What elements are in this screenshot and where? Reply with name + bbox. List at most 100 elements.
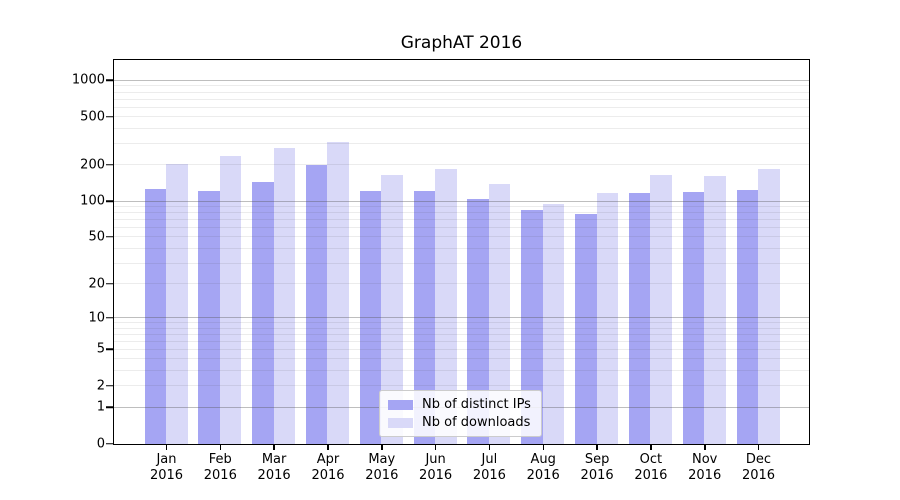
x-tick-month: May <box>368 452 396 467</box>
x-tick-month: Nov <box>692 452 718 467</box>
y-tick-label-1000: 1000 <box>71 72 105 88</box>
x-tick-label-jul: Jul 2016 <box>459 452 519 484</box>
x-tick-mark-apr <box>327 445 329 450</box>
bar-downloads-apr <box>327 142 349 444</box>
bar-distinct-ips-jul <box>467 199 489 444</box>
minor-gridline-y-20 <box>114 283 809 284</box>
minor-gridline-y-900 <box>114 85 809 87</box>
y-tick-mark-100 <box>106 200 113 202</box>
x-tick-month: Jun <box>425 452 446 467</box>
bar-downloads-may <box>381 175 403 444</box>
bar-downloads-sep <box>596 193 619 444</box>
y-tick-label-1: 1 <box>96 399 105 415</box>
x-tick-mark-may <box>381 445 383 450</box>
x-tick-mark-jun <box>434 445 437 450</box>
x-tick-month: Jan <box>156 452 177 467</box>
minor-gridline-y-8 <box>114 327 809 329</box>
plot-area: Nb of distinct IPs Nb of downloads <box>113 59 810 445</box>
minor-gridline-y-4 <box>114 358 809 360</box>
minor-gridline-y-5 <box>114 348 809 350</box>
y-tick-mark-200 <box>106 164 113 166</box>
x-tick-month: Feb <box>208 452 232 467</box>
minor-gridline-y-40 <box>114 247 809 249</box>
x-tick-mark-mar <box>273 445 275 450</box>
y-tick-mark-1000 <box>106 79 113 82</box>
bar-distinct-ips-oct <box>628 192 651 444</box>
bar-downloads-jun <box>435 168 457 444</box>
y-tick-mark-500 <box>106 116 113 118</box>
y-tick-mark-5 <box>106 348 113 351</box>
minor-gridline-y-90 <box>114 205 809 207</box>
minor-gridline-y-400 <box>114 128 809 129</box>
x-tick-label-jan: Jan 2016 <box>137 452 197 484</box>
bar-downloads-dec <box>758 168 780 444</box>
x-tick-year: 2016 <box>149 468 184 483</box>
x-tick-month: Jul <box>481 452 498 467</box>
bar-distinct-ips-jan <box>144 189 166 444</box>
y-tick-mark-2 <box>106 385 113 387</box>
x-tick-label-oct: Oct 2016 <box>621 452 681 484</box>
plot-inner: Nb of distinct IPs Nb of downloads <box>114 60 809 444</box>
x-tick-month: Aug <box>530 452 556 467</box>
x-tick-year: 2016 <box>580 468 614 483</box>
y-tick-label-2: 2 <box>96 378 105 394</box>
minor-gridline-y-6 <box>114 340 809 342</box>
y-tick-mark-0 <box>106 442 113 445</box>
minor-gridline-y-30 <box>114 262 809 264</box>
y-tick-mark-10 <box>106 316 113 319</box>
minor-gridline-y-9 <box>114 322 809 323</box>
legend-swatch-downloads-icon <box>388 417 413 428</box>
bar-distinct-ips-sep <box>575 214 597 444</box>
major-gridline-y-10 <box>114 317 809 318</box>
x-tick-month: Mar <box>261 452 287 467</box>
x-tick-year: 2016 <box>203 468 237 483</box>
minor-gridline-y-2 <box>114 385 809 387</box>
y-tick-label-5: 5 <box>96 341 105 357</box>
y-tick-label-50: 50 <box>88 229 105 245</box>
minor-gridline-y-7 <box>114 333 809 335</box>
bar-distinct-ips-mar <box>252 182 274 444</box>
y-tick-label-200: 200 <box>80 157 105 173</box>
y-tick-label-100: 100 <box>80 193 105 209</box>
minor-gridline-y-600 <box>114 106 809 108</box>
x-tick-year: 2016 <box>688 468 722 483</box>
x-tick-year: 2016 <box>311 468 345 483</box>
y-tick-mark-1 <box>106 406 113 408</box>
minor-gridline-y-50 <box>114 236 809 238</box>
minor-gridline-y-80 <box>114 212 809 213</box>
x-tick-month: Sep <box>584 452 610 467</box>
x-tick-mark-feb <box>219 445 222 450</box>
minor-gridline-y-800 <box>114 91 809 93</box>
y-tick-mark-20 <box>106 282 113 285</box>
x-tick-year: 2016 <box>419 468 453 483</box>
chart-title: GraphAT 2016 <box>400 33 523 53</box>
x-tick-label-may: May 2016 <box>352 452 412 484</box>
x-tick-mark-jul <box>488 445 491 450</box>
x-tick-year: 2016 <box>472 468 506 483</box>
x-tick-mark-dec <box>757 445 760 450</box>
minor-gridline-y-300 <box>114 143 809 145</box>
major-gridline-y-1000 <box>114 79 809 81</box>
bar-downloads-feb <box>219 155 242 444</box>
bar-downloads-jan <box>166 164 188 444</box>
x-tick-year: 2016 <box>741 468 776 483</box>
bar-downloads-aug <box>542 204 565 444</box>
x-tick-month: Apr <box>316 452 340 467</box>
x-tick-year: 2016 <box>526 468 560 483</box>
bar-distinct-ips-apr <box>305 164 328 444</box>
bar-downloads-mar <box>273 147 296 444</box>
minor-gridline-y-3 <box>114 370 809 372</box>
x-tick-year: 2016 <box>257 468 291 483</box>
x-tick-label-mar: Mar 2016 <box>244 452 304 484</box>
bar-downloads-nov <box>704 176 726 444</box>
x-tick-label-feb: Feb 2016 <box>190 452 250 484</box>
y-tick-label-20: 20 <box>88 276 105 291</box>
legend-label-downloads: Nb of downloads <box>422 415 531 430</box>
x-tick-label-aug: Aug 2016 <box>513 452 573 484</box>
y-tick-label-10: 10 <box>88 310 105 325</box>
y-tick-mark-50 <box>106 236 113 238</box>
x-tick-mark-jan <box>165 445 168 450</box>
x-tick-mark-oct <box>650 445 652 450</box>
legend-row-downloads: Nb of downloads <box>388 415 531 430</box>
